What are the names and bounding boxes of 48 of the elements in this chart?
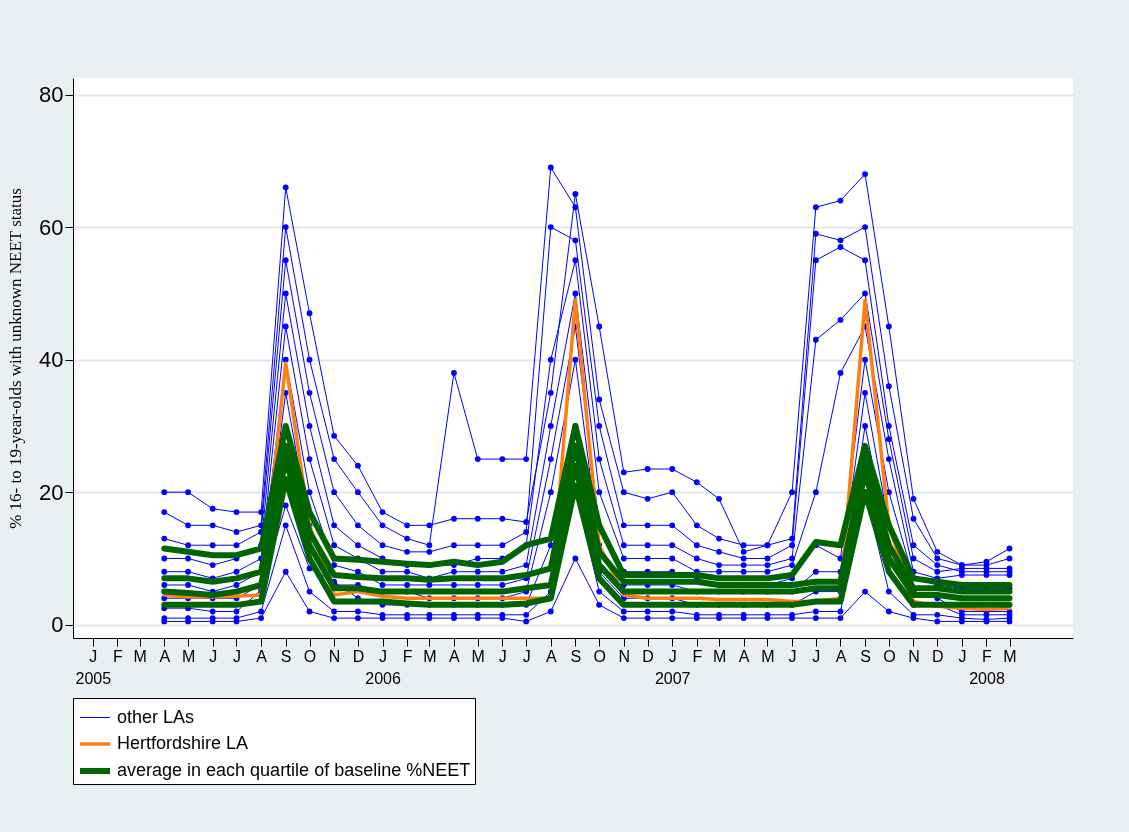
x-tick-label: N bbox=[328, 647, 341, 665]
x-tick-label: N bbox=[908, 647, 920, 665]
x-tick-label: N bbox=[618, 647, 631, 665]
x-tick-label: D bbox=[932, 647, 944, 665]
x-tick-label: A bbox=[545, 647, 557, 665]
x-tick-label: O bbox=[593, 647, 606, 665]
x-tick-label: J bbox=[209, 647, 218, 665]
x-tick-label: J bbox=[788, 647, 797, 665]
x-tick-label: F bbox=[402, 647, 413, 665]
x-tick-label: J 2007 bbox=[654, 647, 691, 687]
legend-label: Hertfordshire LA bbox=[117, 733, 249, 753]
y-tick-label: 0 bbox=[51, 612, 64, 638]
x-tick-label: D bbox=[642, 647, 654, 665]
y-axis-title: % 16- to 19-year-olds with unknown NEET status bbox=[6, 188, 26, 529]
x-tick-label: J bbox=[958, 647, 967, 665]
y-tick-label: 60 bbox=[39, 214, 64, 240]
x-tick-label: J bbox=[498, 647, 507, 665]
x-tick-label: D bbox=[352, 647, 365, 665]
x-tick-label: F bbox=[113, 647, 124, 665]
x-tick-label: O bbox=[883, 647, 896, 665]
x-tick-label: A bbox=[256, 647, 268, 665]
x-tick-label: M bbox=[1003, 647, 1017, 665]
x-tick-label: M bbox=[712, 647, 727, 665]
x-tick-label: J 2006 bbox=[365, 647, 401, 687]
x-tick-label: A bbox=[159, 647, 171, 665]
x-tick-label: F bbox=[692, 647, 703, 665]
x-tick-label: M bbox=[423, 647, 437, 665]
x-tick-label: A bbox=[738, 647, 750, 665]
x-tick-label: S bbox=[860, 647, 871, 665]
x-tick-label: F 2008 bbox=[969, 647, 1005, 687]
x-tick-label: S bbox=[570, 647, 582, 665]
y-tick-label: 40 bbox=[39, 347, 64, 373]
x-tick-label: M bbox=[471, 647, 485, 665]
x-tick-label: A bbox=[449, 647, 461, 665]
x-tick-label: M bbox=[761, 647, 775, 665]
legend-label: other LAs bbox=[117, 706, 195, 727]
x-tick-label: M bbox=[133, 647, 147, 665]
x-tick-label: J bbox=[232, 647, 241, 665]
y-tick-label: 20 bbox=[39, 479, 64, 505]
x-tick-label: J 2005 bbox=[75, 647, 112, 687]
legend-label: average in each quartile of baseline %NEET bbox=[117, 760, 471, 780]
x-tick-label: A bbox=[835, 647, 847, 665]
x-tick-label: S bbox=[280, 647, 292, 665]
x-tick-label: J bbox=[812, 647, 821, 665]
x-tick-label: O bbox=[303, 647, 317, 665]
y-tick-label: 80 bbox=[39, 82, 64, 108]
x-tick-label: J bbox=[522, 647, 531, 665]
x-tick-label: M bbox=[181, 647, 196, 665]
